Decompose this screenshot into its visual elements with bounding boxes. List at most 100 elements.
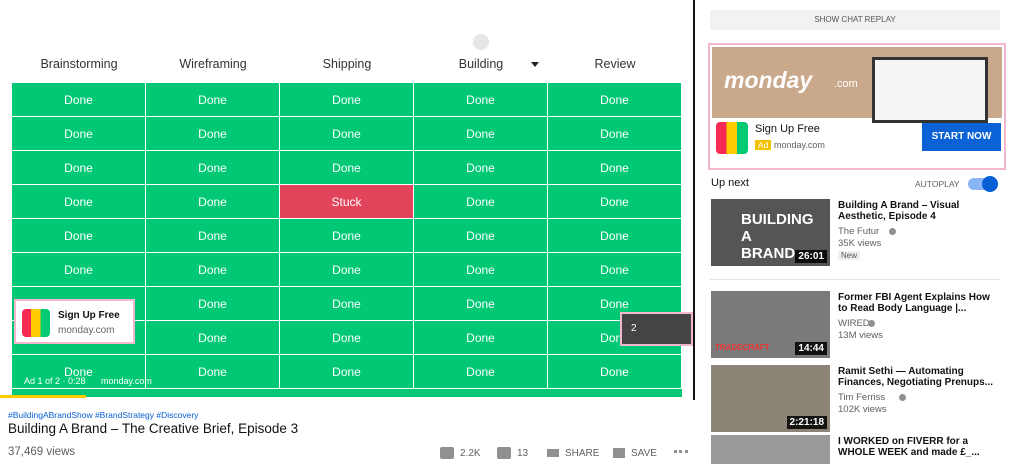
ad-card-title: Sign Up Free xyxy=(58,310,120,321)
ad-link[interactable]: monday.com xyxy=(101,376,152,386)
ad-banner-logo: monday xyxy=(724,67,813,93)
status-cell: Done xyxy=(414,117,548,151)
status-cell: Done xyxy=(12,83,146,117)
save-button[interactable]: SAVE xyxy=(631,448,657,459)
column-header: Shipping xyxy=(322,57,372,71)
status-cell: Done xyxy=(12,185,146,219)
status-cell: Done xyxy=(280,151,414,185)
channel-name[interactable]: The Futur xyxy=(838,226,880,237)
status-cell: Done xyxy=(548,185,682,219)
status-cell: Done xyxy=(414,151,548,185)
ad-status: Ad 1 of 2 · 0:28 xyxy=(24,376,86,386)
like-count[interactable]: 2.2K xyxy=(460,448,481,459)
status-cell: Done xyxy=(146,253,280,287)
thumbnail[interactable]: TRADECRAFT 14:44 xyxy=(711,291,830,358)
thumbnail-text: BUILDING A BRAND xyxy=(741,211,814,262)
column-header: Building xyxy=(458,57,504,71)
ad-card-domain: monday.com xyxy=(58,325,115,336)
status-cell: Done xyxy=(146,83,280,117)
video-title: Building A Brand – The Creative Brief, E… xyxy=(8,421,299,436)
thumbnail[interactable]: BUILDING A BRAND 26:01 xyxy=(711,199,830,266)
up-next-label: Up next xyxy=(711,177,749,189)
player-edge xyxy=(693,0,695,400)
dislike-icon[interactable] xyxy=(497,447,511,459)
status-cell: Done xyxy=(280,355,414,389)
status-cell: Done xyxy=(548,151,682,185)
view-count: 35K views xyxy=(838,238,882,249)
verified-icon xyxy=(888,228,896,235)
status-cell: Done xyxy=(12,253,146,287)
status-cell: Done xyxy=(280,321,414,355)
video-title[interactable]: Ramit Sethi — Automating Finances, Negot… xyxy=(838,366,994,388)
status-cell: Done xyxy=(280,117,414,151)
ad-title: Sign Up Free xyxy=(755,123,820,135)
ad-card[interactable]: Sign Up Free monday.com xyxy=(14,299,135,344)
autoplay-toggle[interactable] xyxy=(968,176,998,192)
ad-banner-logo-suffix: .com xyxy=(834,78,858,90)
status-cell: Done xyxy=(414,219,548,253)
status-cell: Done xyxy=(280,219,414,253)
status-cell: Done xyxy=(146,185,280,219)
status-cell: Done xyxy=(414,253,548,287)
ad-banner-screen xyxy=(872,57,988,123)
column-header: Brainstorming xyxy=(40,57,118,71)
dislike-count[interactable]: 13 xyxy=(517,448,529,459)
status-cell: Done xyxy=(548,253,682,287)
separator xyxy=(710,279,1000,280)
chat-replay-button[interactable]: SHOW CHAT REPLAY xyxy=(710,10,1000,30)
status-cell: Done xyxy=(548,83,682,117)
dropdown-icon xyxy=(531,62,539,67)
autoplay-knob xyxy=(982,176,998,192)
status-cell: Done xyxy=(414,83,548,117)
status-cell: Done xyxy=(146,355,280,389)
status-cell: Done xyxy=(548,287,682,321)
view-count: 102K views xyxy=(838,404,887,415)
column-header: Review xyxy=(594,57,636,71)
status-cell: Done xyxy=(548,219,682,253)
status-cell: Done xyxy=(12,117,146,151)
status-cell: Done xyxy=(414,321,548,355)
verified-icon xyxy=(899,394,907,401)
ad-domain: monday.com xyxy=(774,140,825,150)
sidebar-ad[interactable]: monday .com Sign Up Free Ad monday.com START … xyxy=(708,43,1006,170)
more-button[interactable] xyxy=(674,450,688,456)
start-now-button[interactable]: START NOW xyxy=(922,123,1001,151)
status-cell: Done xyxy=(548,355,682,389)
channel-name[interactable]: Tim Ferriss xyxy=(838,392,886,403)
share-icon[interactable] xyxy=(547,449,559,457)
duration: 14:44 xyxy=(795,342,827,355)
status-cell: Done xyxy=(12,151,146,185)
ad-badge: Ad xyxy=(755,140,772,150)
duration: 2:21:18 xyxy=(786,416,827,429)
status-cell: Stuck xyxy=(280,185,414,219)
view-count: 37,469 views xyxy=(8,446,76,458)
duration: 26:01 xyxy=(795,250,827,263)
status-cell: Done xyxy=(12,355,146,389)
like-icon[interactable] xyxy=(440,447,454,459)
video-title[interactable]: I WORKED on FIVERR for a WHOLE WEEK and … xyxy=(838,436,980,458)
ad-banner: monday .com xyxy=(712,47,1002,123)
status-cell: Done xyxy=(280,253,414,287)
share-button[interactable]: SHARE xyxy=(565,448,600,459)
column-header: Wireframing xyxy=(179,57,247,71)
status-cell: Done xyxy=(414,185,548,219)
status-cell: Done xyxy=(146,219,280,253)
save-icon[interactable] xyxy=(613,448,625,458)
status-cell: Done xyxy=(12,219,146,253)
channel-name[interactable]: WIRED xyxy=(838,318,870,329)
autoplay-label: AUTOPLAY xyxy=(915,179,960,189)
thumbnail[interactable] xyxy=(711,435,830,464)
sort-icon xyxy=(473,34,489,50)
video-title[interactable]: Building A Brand – Visual Aesthetic, Epi… xyxy=(838,200,960,222)
new-badge: New xyxy=(838,251,861,260)
status-cell: Done xyxy=(146,151,280,185)
status-cell: Done xyxy=(414,287,548,321)
next-ad-count: 2 xyxy=(631,323,637,334)
status-cell: Done xyxy=(548,117,682,151)
thumbnail[interactable]: 2:21:18 xyxy=(711,365,830,432)
hashtags[interactable]: #BuildingABrandShow #BrandStrategy #Disc… xyxy=(8,410,199,420)
next-ad[interactable]: 2 xyxy=(620,312,693,346)
video-title[interactable]: Former FBI Agent Explains How to Read Bo… xyxy=(838,292,990,314)
ad-logo xyxy=(716,122,748,154)
